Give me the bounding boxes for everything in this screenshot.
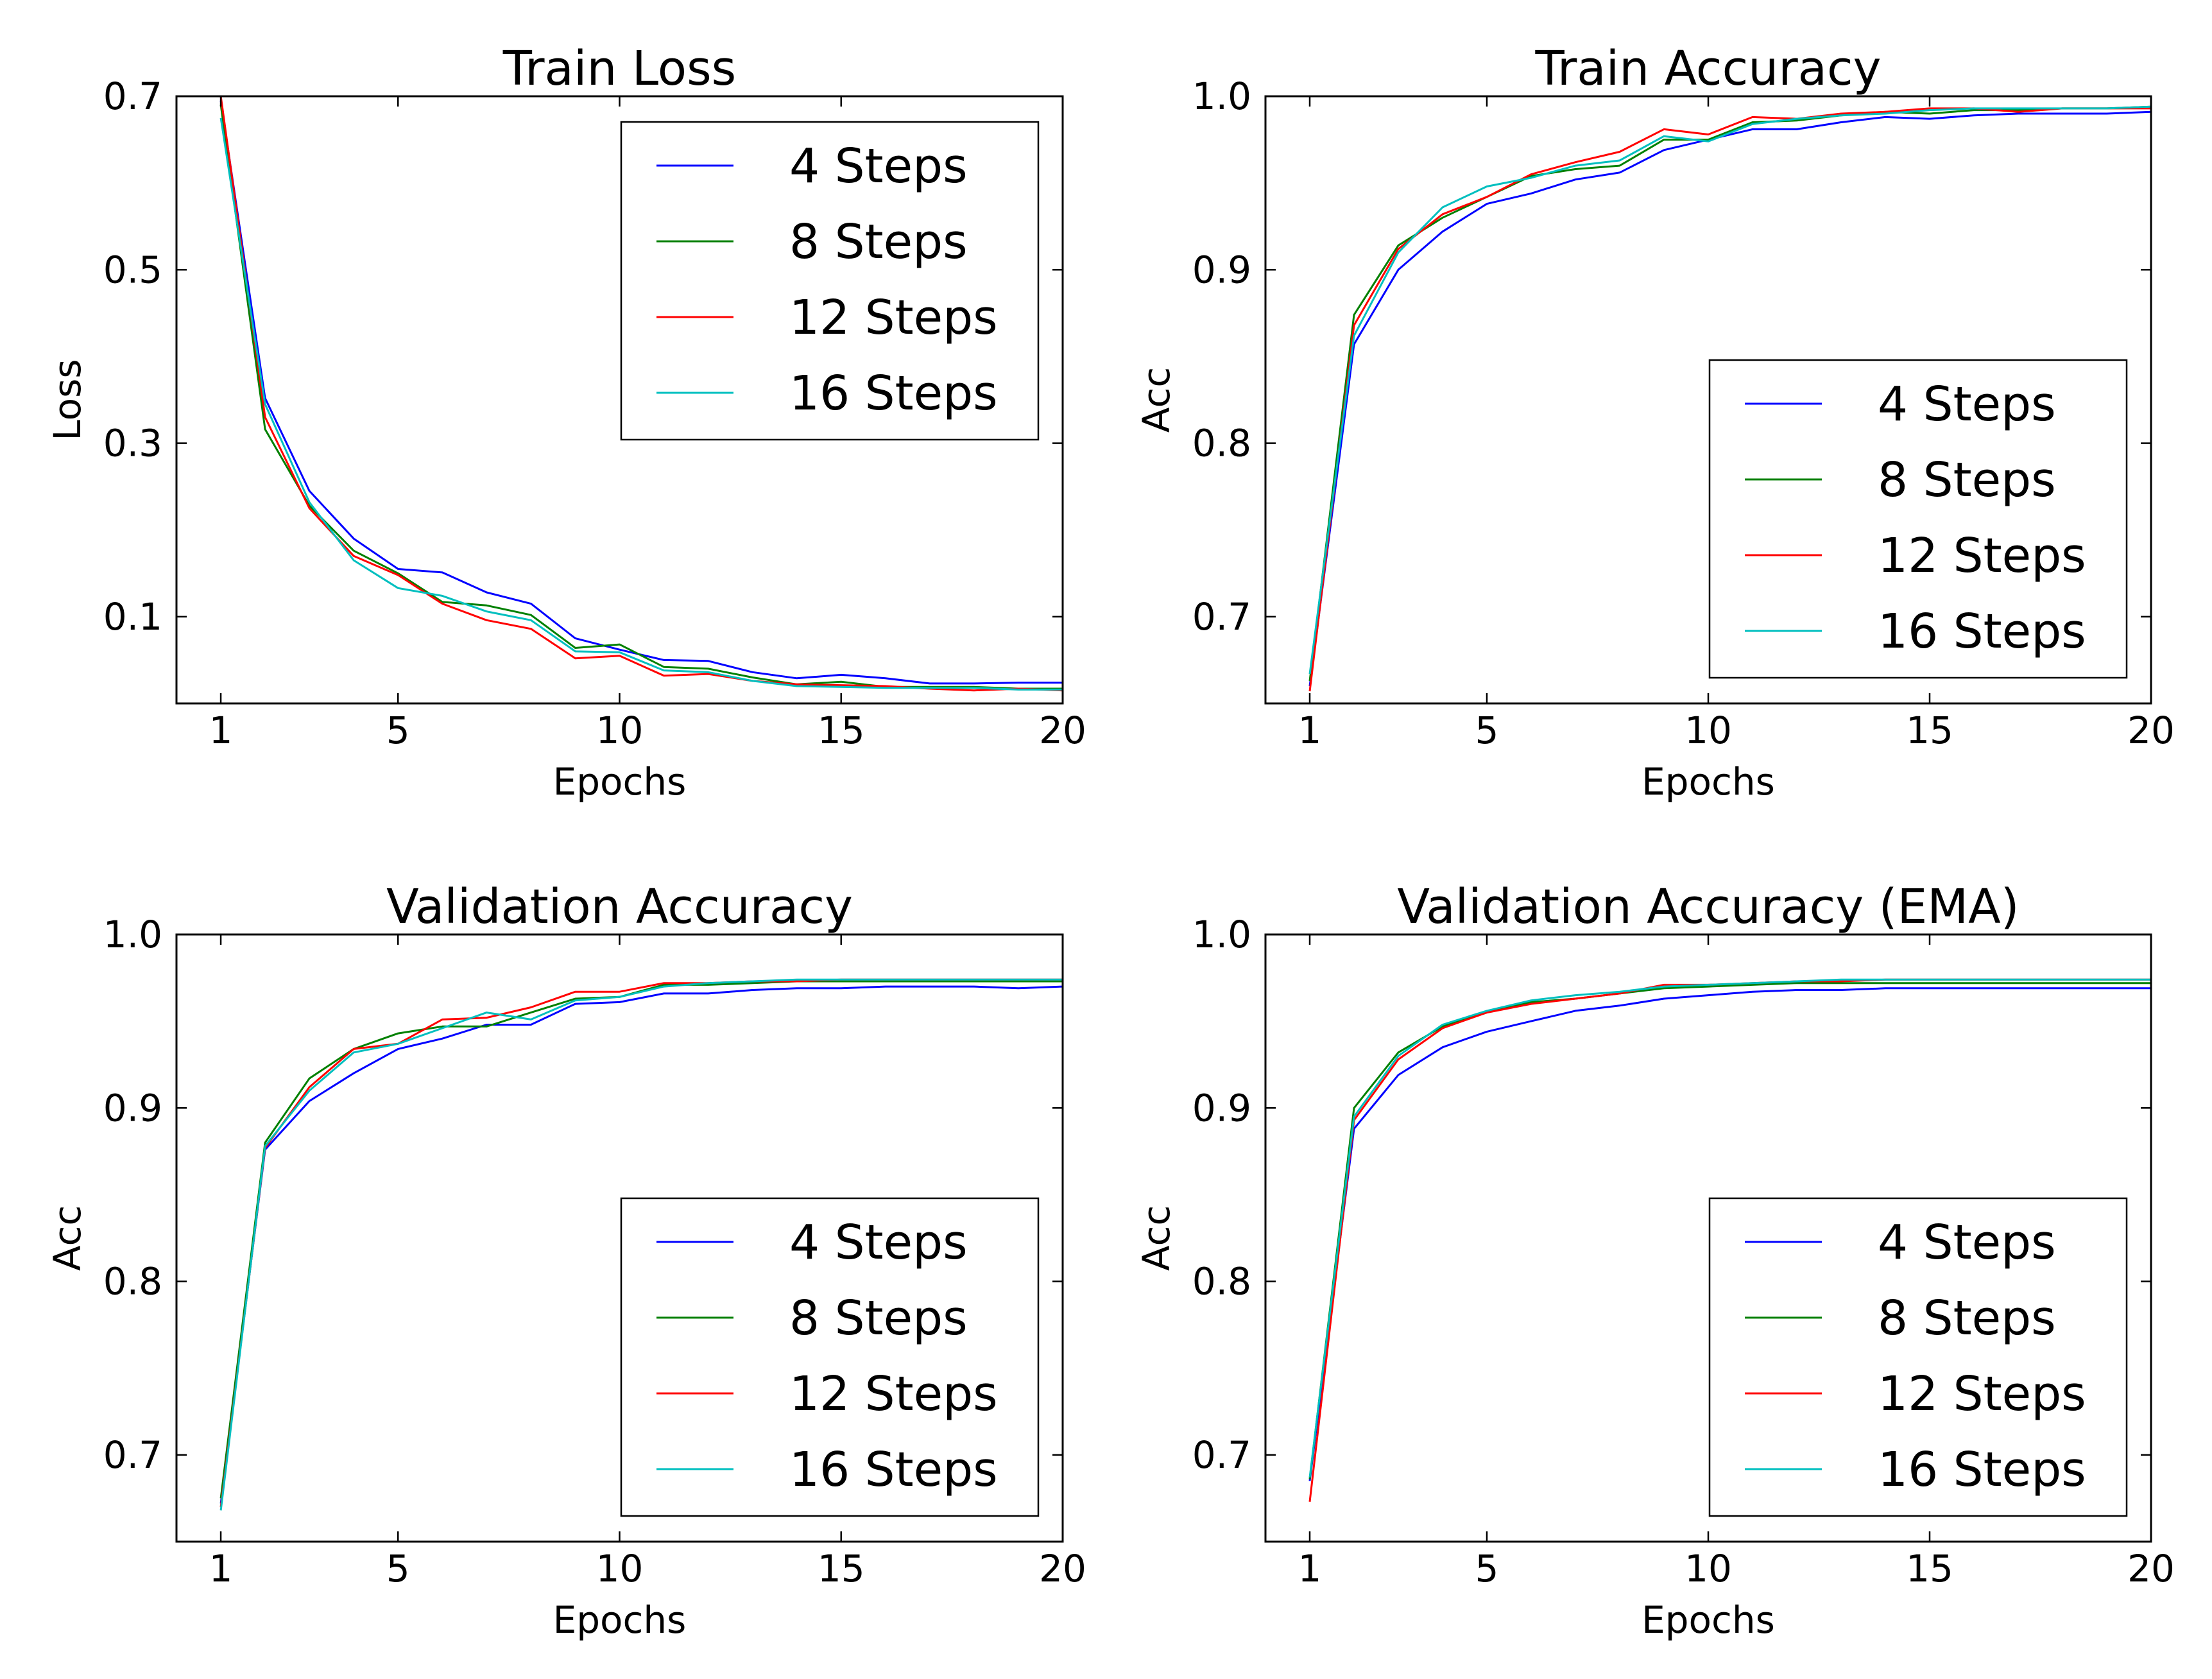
x-axis-label: Epochs — [553, 1598, 687, 1642]
x-tick-label: 20 — [1039, 709, 1086, 752]
x-axis-label: Epochs — [1642, 1598, 1775, 1642]
legend-label: 16 Steps — [789, 1442, 998, 1497]
x-tick-label: 15 — [1906, 709, 1953, 752]
y-tick-label: 0.5 — [103, 248, 162, 291]
y-tick-label: 0.8 — [103, 1260, 162, 1304]
legend-label: 12 Steps — [789, 1366, 998, 1422]
y-tick-label: 0.9 — [1192, 1086, 1251, 1130]
y-tick-label: 1.0 — [1192, 913, 1251, 956]
legend-label: 8 Steps — [789, 1291, 968, 1346]
x-tick-label: 5 — [1475, 709, 1499, 752]
legend-label: 4 Steps — [1878, 377, 2056, 432]
legend-frame — [620, 1197, 1040, 1517]
y-axis-label: Loss — [46, 359, 89, 440]
series-line-2 — [1308, 982, 2151, 1479]
y-tick-label: 1.0 — [103, 913, 162, 956]
legend-frame — [1708, 1197, 2128, 1517]
x-tick-label: 10 — [1685, 709, 1732, 752]
chart-title: Validation Accuracy — [386, 879, 853, 934]
x-tick-label: 10 — [596, 709, 644, 752]
legend-label: 16 Steps — [1878, 1442, 2086, 1497]
legend: 4 Steps 8 Steps 12 Steps 16 Steps — [1708, 359, 2128, 679]
y-axis-label: Acc — [46, 1205, 89, 1271]
chart-title: Train Loss — [502, 41, 736, 96]
x-tick-label: 15 — [818, 1547, 865, 1590]
legend: 4 Steps 8 Steps 12 Steps 16 Steps — [1708, 1197, 2128, 1517]
series-line-2 — [1308, 105, 2152, 682]
y-tick-label: 0.3 — [103, 422, 162, 465]
x-tick-label: 20 — [2127, 709, 2175, 752]
chart-title: Train Accuracy — [1535, 41, 1882, 96]
subplot-2: 1 5 10 15 200.70.80.91.0 Train AccuracyEpochs… — [1135, 41, 2175, 804]
x-tick-label: 5 — [386, 1547, 410, 1590]
y-tick-label: 0.1 — [103, 595, 162, 639]
legend-label: 8 Steps — [1878, 452, 2056, 508]
y-axis-label: Acc — [1135, 367, 1178, 433]
y-axis-label: Acc — [1135, 1205, 1178, 1271]
x-tick-label: 5 — [386, 709, 410, 752]
y-tick-label: 1.0 — [1192, 74, 1251, 118]
series-line-4 — [1308, 978, 2151, 1478]
subplot-1: 1 5 10 15 200.10.30.50.7 Train LossEpochsLoss… — [46, 41, 1086, 804]
x-tick-label: 1 — [1298, 709, 1322, 752]
legend-label: 12 Steps — [1878, 528, 2086, 583]
legend-label: 4 Steps — [789, 1215, 968, 1270]
legend-label: 4 Steps — [1878, 1215, 2056, 1270]
y-tick-label: 0.9 — [1192, 248, 1251, 291]
y-tick-label: 0.8 — [1192, 422, 1251, 465]
series-line-1 — [1308, 110, 2152, 687]
x-axis-label: Epochs — [553, 760, 687, 804]
legend-label: 8 Steps — [1878, 1291, 2056, 1346]
series-line-3 — [1308, 107, 2151, 692]
x-tick-label: 1 — [209, 1547, 233, 1590]
series-line-4 — [219, 978, 1063, 1511]
series-line-4 — [1308, 105, 2152, 675]
subplot-4: 1 5 10 15 200.70.80.91.0 Validation Accuracy … — [1135, 879, 2175, 1642]
legend-label: 4 Steps — [789, 139, 968, 194]
y-tick-label: 0.8 — [1192, 1260, 1251, 1304]
x-tick-label: 15 — [1906, 1547, 1953, 1590]
legend-frame — [620, 121, 1040, 441]
y-tick-label: 0.7 — [103, 74, 162, 118]
y-tick-label: 0.7 — [1192, 595, 1251, 639]
x-tick-label: 10 — [596, 1547, 644, 1590]
y-tick-label: 0.9 — [103, 1086, 162, 1130]
y-tick-label: 0.7 — [103, 1433, 162, 1477]
legend-frame — [1708, 359, 2128, 679]
legend-label: 8 Steps — [789, 214, 968, 270]
legend: 4 Steps 8 Steps 12 Steps 16 Steps — [620, 121, 1040, 441]
x-tick-label: 1 — [1298, 1547, 1322, 1590]
series-line-1 — [1308, 987, 2151, 1481]
x-tick-label: 5 — [1475, 1547, 1499, 1590]
legend-label: 16 Steps — [789, 366, 998, 421]
legend-label: 12 Steps — [789, 290, 998, 345]
subplot-3: 1 5 10 15 200.70.80.91.0 Validation AccuracyE… — [46, 879, 1086, 1642]
y-tick-label: 0.7 — [1192, 1433, 1251, 1477]
x-tick-label: 1 — [209, 709, 233, 752]
legend-label: 16 Steps — [1878, 604, 2086, 659]
series-line-4 — [219, 117, 1063, 691]
x-tick-label: 10 — [1685, 1547, 1732, 1590]
x-tick-label: 15 — [818, 709, 865, 752]
series-line-1 — [219, 985, 1063, 1504]
chart-title: Validation Accuracy (EMA) — [1397, 879, 2019, 934]
x-tick-label: 20 — [1039, 1547, 1086, 1590]
legend-label: 12 Steps — [1878, 1366, 2086, 1422]
legend: 4 Steps 8 Steps 12 Steps 16 Steps — [620, 1197, 1040, 1517]
x-axis-label: Epochs — [1642, 760, 1775, 804]
x-tick-label: 20 — [2127, 1547, 2175, 1590]
